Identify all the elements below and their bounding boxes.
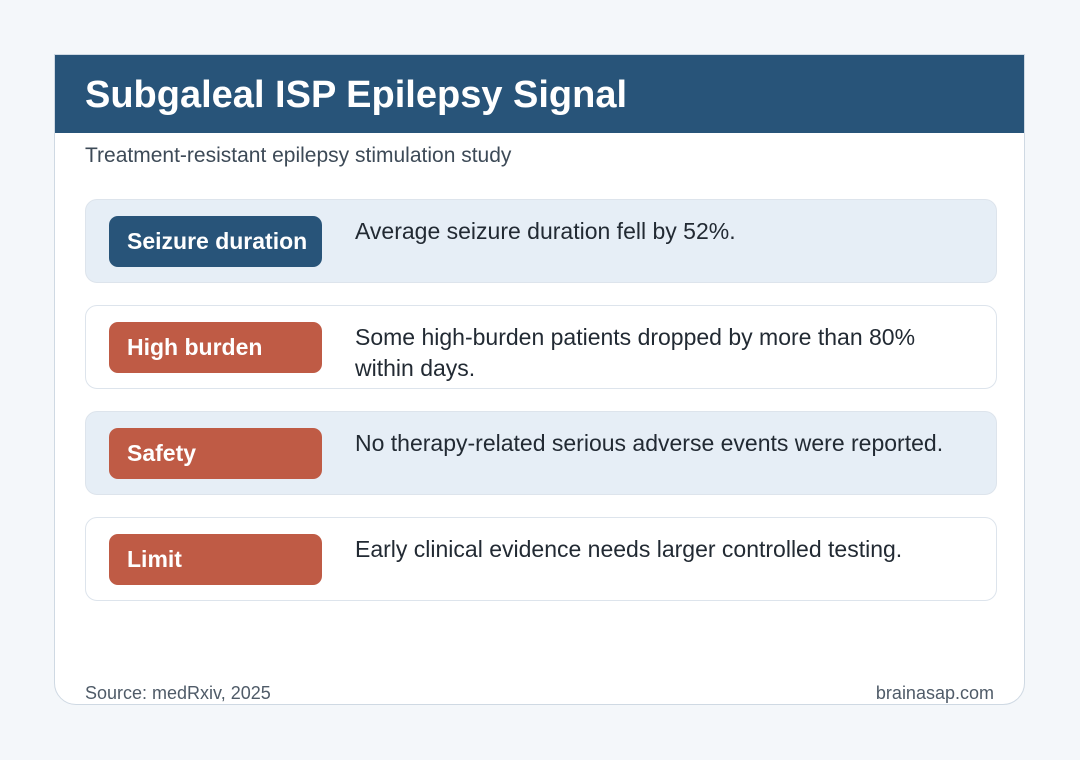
finding-row-limit: Limit Early clinical evidence needs larg… (85, 517, 997, 601)
page-title: Subgaleal ISP Epilepsy Signal (85, 74, 628, 116)
finding-text: No therapy-related serious adverse event… (355, 430, 944, 456)
finding-text: Average seizure duration fell by 52%. (355, 218, 736, 244)
summary-card: Subgaleal ISP Epilepsy Signal Treatment-… (54, 54, 1025, 705)
finding-text: Some high-burden patients dropped by mor… (355, 324, 916, 381)
finding-row-safety: Safety No therapy-related serious advers… (85, 411, 997, 495)
finding-badge: Limit (109, 534, 322, 585)
finding-badge: Seizure duration (109, 216, 322, 267)
header-bar: Subgaleal ISP Epilepsy Signal (55, 55, 1024, 133)
source-citation: Source: medRxiv, 2025 (85, 683, 271, 703)
finding-row-seizure-duration: Seizure duration Average seizure duratio… (85, 199, 997, 283)
finding-badge: High burden (109, 322, 322, 373)
finding-badge: Safety (109, 428, 322, 479)
page-subtitle: Treatment-resistant epilepsy stimulation… (85, 144, 512, 167)
site-credit: brainasap.com (875, 683, 994, 703)
finding-text: Early clinical evidence needs larger con… (355, 536, 903, 562)
finding-row-high-burden: High burden Some high-burden patients dr… (85, 305, 997, 389)
